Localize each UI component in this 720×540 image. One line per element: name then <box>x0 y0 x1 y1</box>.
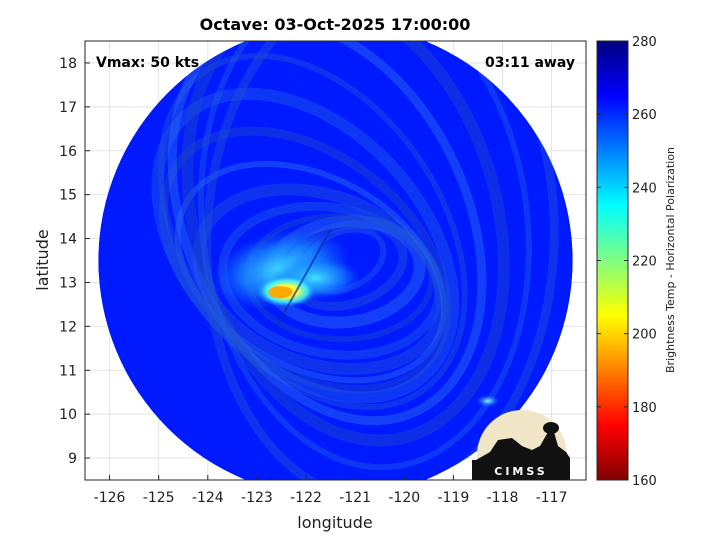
colorbar-tick-label: 280 <box>632 35 657 50</box>
swath-image <box>98 41 573 480</box>
colorbar-label: Brightness Temp - Horizontal Polarizatio… <box>664 147 677 373</box>
y-tick-label: 16 <box>59 144 77 160</box>
y-tick-label: 12 <box>59 319 77 335</box>
scan-seam <box>275 229 332 327</box>
y-tick-label: 17 <box>59 100 77 116</box>
x-axis-label: longitude <box>297 513 372 532</box>
colorbar-ticks: 160 180 200 220 240 260 280 <box>597 35 657 489</box>
spiral-band <box>167 41 487 426</box>
colorbar-tick-label: 200 <box>632 328 657 343</box>
x-tick-label: -123 <box>241 490 273 506</box>
x-tick-label: -120 <box>388 490 420 506</box>
x-tick-label: -126 <box>94 490 126 506</box>
chart-title: Octave: 03-Oct-2025 17:00:00 <box>200 15 471 34</box>
spiral-band <box>198 41 532 471</box>
spiral-band <box>174 160 448 384</box>
x-axis-ticks: -126 -125 -124 -123 -122 -121 -120 -119 -118 -117 <box>94 475 568 506</box>
logo-text: CIMSS <box>494 465 547 478</box>
outer-spot-region <box>475 394 500 407</box>
x-tick-label: -118 <box>487 490 519 506</box>
y-tick-label: 10 <box>59 407 77 423</box>
x-tick-label: -125 <box>143 490 175 506</box>
x-tick-label: -122 <box>290 490 322 506</box>
warm-core-peak <box>268 286 293 299</box>
y-axis-label: latitude <box>33 229 52 290</box>
colorbar-tick-label: 160 <box>632 474 657 489</box>
colorbar-tick-label: 180 <box>632 401 657 416</box>
cimss-logo: CIMSS <box>472 410 570 480</box>
axes-frame <box>84 40 587 481</box>
colorbar-tick-label: 260 <box>632 108 657 123</box>
x-tick-label: -124 <box>192 490 224 506</box>
brightness-temp-swath <box>98 41 573 480</box>
y-axis-ticks: 9 10 11 12 13 14 15 16 17 18 <box>59 56 90 467</box>
time-away-annotation: 03:11 away <box>485 55 575 71</box>
spiral-band <box>158 126 452 394</box>
spiral-band <box>192 183 449 376</box>
y-tick-label: 14 <box>59 232 77 248</box>
colorbar-tick-label: 240 <box>632 181 657 196</box>
x-tick-label: -119 <box>437 490 469 506</box>
colorbar <box>596 40 629 481</box>
spiral-band <box>151 87 460 404</box>
x-tick-label: -117 <box>536 490 568 506</box>
spiral-band <box>181 41 510 447</box>
colorbar-tick-label: 220 <box>632 255 657 270</box>
x-tick-label: -121 <box>339 490 371 506</box>
y-tick-label: 18 <box>59 56 77 72</box>
spiral-band <box>157 52 468 411</box>
vmax-annotation: Vmax: 50 kts <box>96 55 199 71</box>
y-tick-label: 9 <box>68 451 77 467</box>
y-tick-label: 11 <box>59 363 77 379</box>
y-tick-label: 13 <box>59 275 77 291</box>
spiral-band <box>202 41 559 480</box>
y-tick-label: 15 <box>59 188 77 204</box>
